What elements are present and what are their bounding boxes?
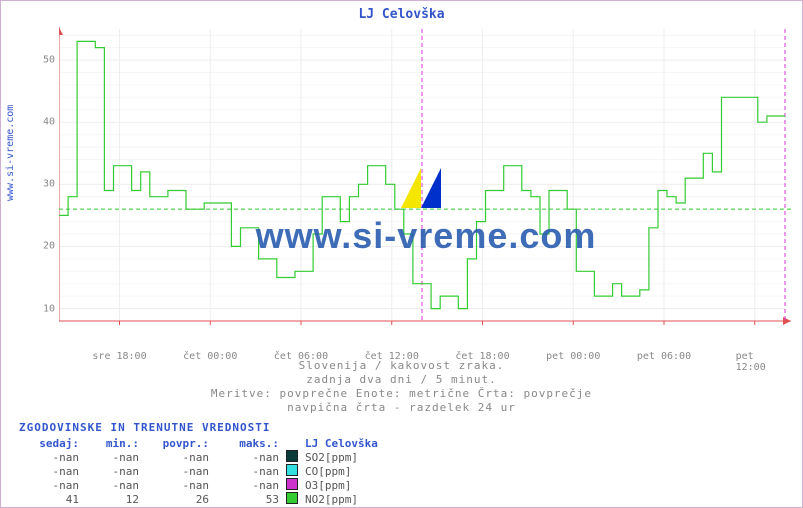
stats-table-title: ZGODOVINSKE IN TRENUTNE VREDNOSTI [19, 421, 405, 434]
stats-header-row: sedaj: min.: povpr.: maks.: LJ Celovška [19, 436, 405, 450]
cell-max: -nan [209, 451, 279, 464]
cell-swatch [279, 464, 305, 479]
caption-line: Slovenija / kakovost zraka. [1, 359, 802, 373]
col-max: maks.: [209, 437, 279, 450]
table-row: -nan-nan-nan-nanCO[ppm] [19, 464, 405, 478]
cell-label: O3[ppm] [305, 479, 405, 492]
cell-avg: -nan [139, 451, 209, 464]
cell-now: -nan [19, 465, 79, 478]
watermark-text: www.si-vreme.com [59, 215, 793, 257]
cell-now: 41 [19, 493, 79, 506]
y-axis-source-label: www.si-vreme.com [5, 105, 16, 201]
cell-max: -nan [209, 479, 279, 492]
cell-avg: 26 [139, 493, 209, 506]
cell-label: NO2[ppm] [305, 493, 405, 506]
cell-min: -nan [79, 479, 139, 492]
y-tick-label: 50 [29, 55, 55, 66]
cell-avg: -nan [139, 479, 209, 492]
chart-plot-area: 1020304050 sre 18:00čet 00:00čet 06:00če… [59, 25, 793, 345]
y-tick-label: 40 [29, 117, 55, 128]
table-row: 41122653 NO2[ppm] [19, 492, 405, 506]
watermark-logo [401, 168, 441, 208]
cell-max: 53 [209, 493, 279, 506]
table-row: -nan-nan-nan-nanO3[ppm] [19, 478, 405, 492]
col-series: LJ Celovška [305, 437, 405, 450]
caption-line: navpična črta - razdelek 24 ur [1, 401, 802, 415]
cell-label: CO[ppm] [305, 465, 405, 478]
y-tick-label: 30 [29, 179, 55, 190]
stats-table: ZGODOVINSKE IN TRENUTNE VREDNOSTI sedaj:… [19, 421, 405, 506]
cell-min: 12 [79, 493, 139, 506]
cell-avg: -nan [139, 465, 209, 478]
cell-max: -nan [209, 465, 279, 478]
y-tick-label: 10 [29, 303, 55, 314]
chart-caption: Slovenija / kakovost zraka. zadnja dva d… [1, 359, 802, 415]
cell-min: -nan [79, 465, 139, 478]
cell-now: -nan [19, 451, 79, 464]
y-tick-label: 20 [29, 241, 55, 252]
cell-swatch [279, 450, 305, 465]
table-row: -nan-nan-nan-nanSO2[ppm] [19, 450, 405, 464]
cell-now: -nan [19, 479, 79, 492]
cell-min: -nan [79, 451, 139, 464]
cell-swatch [279, 492, 305, 507]
cell-swatch [279, 478, 305, 493]
cell-label: SO2[ppm] [305, 451, 405, 464]
chart-title: LJ Celovška [1, 7, 802, 22]
col-now: sedaj: [19, 437, 79, 450]
caption-line: Meritve: povprečne Enote: metrične Črta:… [1, 387, 802, 401]
col-avg: povpr.: [139, 437, 209, 450]
col-min: min.: [79, 437, 139, 450]
caption-line: zadnja dva dni / 5 minut. [1, 373, 802, 387]
